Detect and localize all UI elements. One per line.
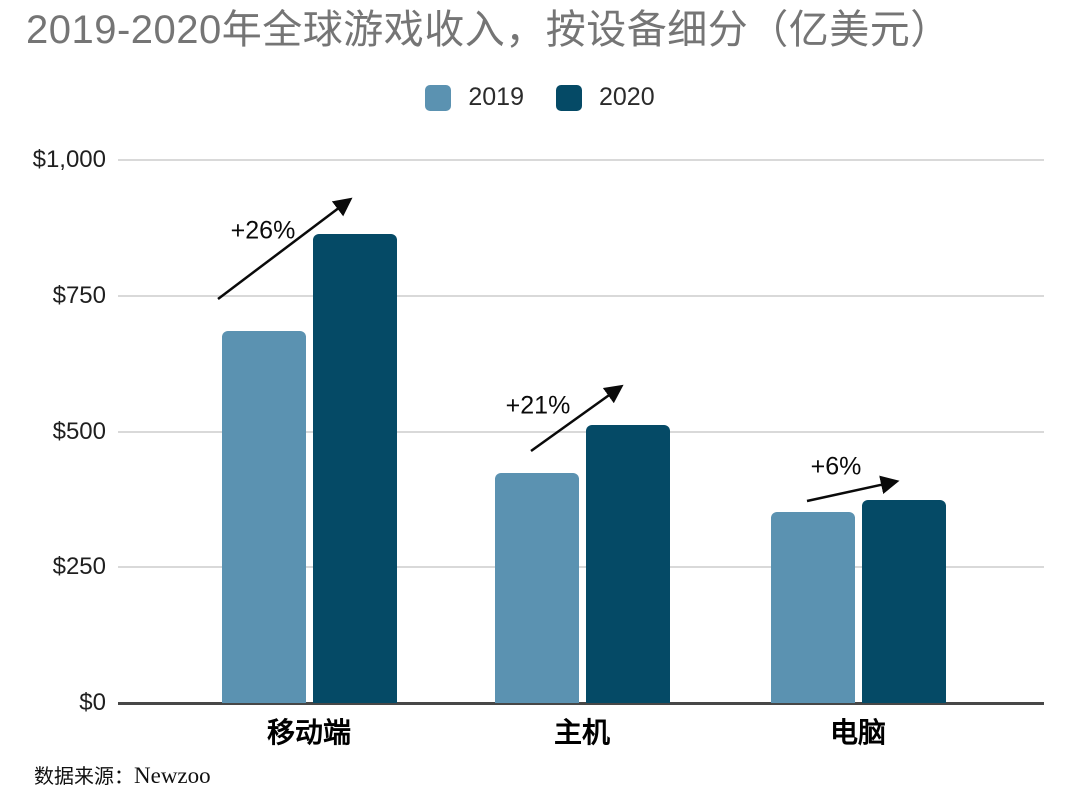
source-label: 数据来源： — [34, 766, 134, 788]
legend-label-2020: 2020 — [599, 83, 655, 111]
gridline-250 — [118, 566, 1044, 569]
bar-2019-1[interactable] — [221, 331, 306, 703]
source-name: Newzoo — [134, 763, 211, 788]
bar-2019-2[interactable] — [494, 473, 579, 703]
growth-label-1: +26% — [230, 216, 296, 245]
legend-item-2019[interactable]: 2019 — [425, 83, 524, 112]
legend-label-2019: 2019 — [468, 83, 524, 111]
gridline-750 — [118, 294, 1044, 297]
chart-title: 2019-2020年全球游戏收入，按设备细分（亿美元） — [26, 8, 951, 52]
ytick-label-250: $250 — [52, 553, 106, 581]
legend-swatch-2019-icon — [425, 84, 452, 111]
ytick-label-1000: $1,000 — [32, 146, 106, 173]
legend-swatch-2020-icon — [556, 84, 582, 111]
source-note: 数据来源：Newzoo — [34, 760, 211, 789]
gridline-1000 — [118, 159, 1044, 161]
bar-2020-2[interactable] — [585, 424, 670, 703]
ytick-label-500: $500 — [52, 417, 106, 445]
category-label-1: 移动端 — [266, 717, 352, 748]
growth-label-3: +6% — [810, 452, 862, 481]
bar-2019-3[interactable] — [770, 511, 855, 703]
ytick-label-750: $750 — [52, 281, 106, 309]
category-label-3: 电脑 — [829, 717, 887, 748]
category-label-2: 主机 — [553, 717, 611, 748]
legend: 2019 2020 — [0, 83, 1080, 112]
ytick-label-0: $0 — [79, 689, 106, 716]
growth-label-2: +21% — [505, 391, 571, 420]
gridline-0 — [118, 701, 1044, 705]
bar-2020-1[interactable] — [312, 234, 397, 703]
legend-item-2020[interactable]: 2020 — [556, 83, 655, 112]
bar-2020-3[interactable] — [861, 499, 946, 703]
